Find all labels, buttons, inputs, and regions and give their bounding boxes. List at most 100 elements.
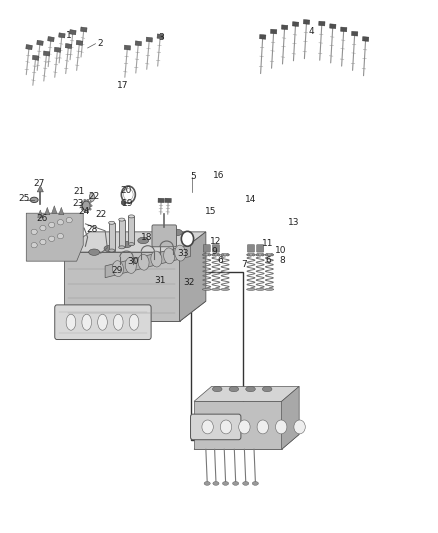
Text: 6: 6 (217, 256, 223, 264)
Ellipse shape (89, 193, 95, 201)
Ellipse shape (113, 261, 124, 277)
Ellipse shape (40, 239, 46, 245)
Ellipse shape (276, 420, 287, 434)
Polygon shape (64, 301, 206, 321)
Ellipse shape (31, 229, 37, 235)
Bar (109, 223, 115, 251)
FancyBboxPatch shape (257, 245, 264, 252)
Ellipse shape (202, 420, 213, 434)
Polygon shape (180, 232, 206, 321)
Ellipse shape (90, 205, 92, 207)
Ellipse shape (57, 233, 64, 239)
Ellipse shape (81, 201, 84, 204)
Ellipse shape (227, 254, 229, 256)
Text: 26: 26 (36, 214, 48, 223)
Ellipse shape (138, 254, 149, 270)
Text: 11: 11 (262, 239, 274, 248)
Ellipse shape (87, 210, 89, 212)
Ellipse shape (164, 248, 175, 264)
Ellipse shape (262, 386, 272, 392)
Text: 5: 5 (190, 173, 196, 181)
Ellipse shape (181, 231, 194, 246)
Polygon shape (271, 29, 277, 34)
Ellipse shape (202, 288, 211, 290)
Polygon shape (70, 30, 76, 35)
FancyBboxPatch shape (55, 305, 151, 340)
Polygon shape (158, 198, 164, 203)
FancyBboxPatch shape (203, 245, 210, 252)
Text: 6: 6 (265, 256, 271, 264)
Text: 28: 28 (86, 225, 98, 233)
Text: 16: 16 (213, 172, 225, 180)
Polygon shape (38, 210, 43, 217)
Ellipse shape (212, 254, 220, 256)
FancyBboxPatch shape (212, 245, 219, 252)
Ellipse shape (121, 186, 135, 203)
Bar (191, 272, 243, 440)
Text: 21: 21 (74, 188, 85, 196)
Polygon shape (54, 47, 61, 52)
Ellipse shape (204, 482, 210, 485)
Ellipse shape (212, 254, 214, 256)
Ellipse shape (271, 254, 273, 256)
Ellipse shape (212, 288, 220, 290)
Polygon shape (81, 27, 87, 32)
Ellipse shape (66, 217, 72, 223)
Ellipse shape (89, 208, 91, 210)
Ellipse shape (87, 199, 89, 201)
Text: 3: 3 (158, 33, 164, 42)
Ellipse shape (155, 233, 166, 240)
Ellipse shape (221, 254, 230, 256)
Ellipse shape (109, 249, 115, 252)
Ellipse shape (212, 386, 222, 392)
FancyBboxPatch shape (152, 225, 177, 247)
Polygon shape (319, 21, 325, 26)
Ellipse shape (129, 314, 139, 330)
Polygon shape (293, 22, 299, 27)
Polygon shape (260, 35, 266, 39)
Text: 1: 1 (66, 31, 72, 39)
Ellipse shape (49, 222, 55, 228)
Polygon shape (48, 37, 54, 42)
Polygon shape (352, 31, 358, 36)
Ellipse shape (119, 246, 125, 249)
Ellipse shape (121, 241, 132, 248)
Ellipse shape (31, 243, 37, 248)
Ellipse shape (88, 249, 99, 255)
FancyBboxPatch shape (247, 245, 254, 252)
Polygon shape (304, 20, 310, 25)
Polygon shape (363, 37, 369, 42)
Ellipse shape (203, 254, 205, 256)
Polygon shape (341, 27, 347, 32)
Text: 29: 29 (112, 266, 123, 274)
Ellipse shape (119, 218, 125, 221)
Text: 15: 15 (205, 207, 217, 216)
Ellipse shape (252, 254, 254, 256)
Ellipse shape (247, 288, 255, 290)
Text: 7: 7 (241, 261, 247, 269)
Polygon shape (59, 207, 64, 215)
Text: 4: 4 (308, 28, 314, 36)
Ellipse shape (30, 197, 38, 203)
Ellipse shape (213, 482, 219, 485)
Ellipse shape (82, 314, 92, 330)
Ellipse shape (265, 254, 268, 256)
Polygon shape (194, 386, 299, 401)
Ellipse shape (256, 254, 265, 256)
Polygon shape (76, 41, 83, 45)
Text: 13: 13 (288, 219, 299, 227)
Polygon shape (105, 245, 191, 278)
Ellipse shape (84, 210, 86, 212)
Ellipse shape (104, 245, 115, 252)
Ellipse shape (128, 215, 134, 218)
Polygon shape (59, 33, 65, 38)
Polygon shape (52, 206, 57, 213)
Polygon shape (26, 213, 83, 261)
Polygon shape (124, 45, 131, 50)
Ellipse shape (257, 420, 268, 434)
Text: 20: 20 (120, 186, 132, 195)
Text: 9: 9 (212, 247, 218, 256)
Ellipse shape (217, 254, 219, 256)
Bar (128, 216, 134, 244)
Polygon shape (194, 401, 282, 449)
